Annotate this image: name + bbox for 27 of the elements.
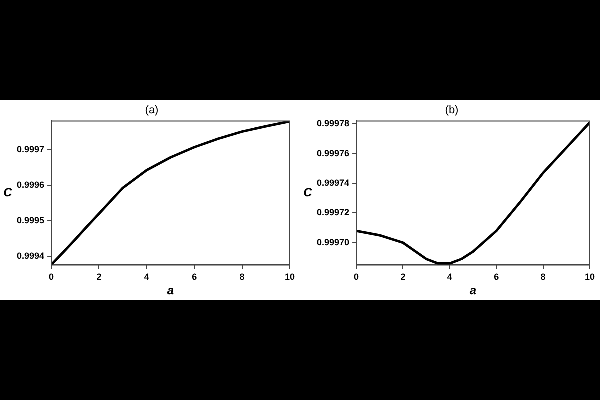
y-axis-title: C: [4, 186, 13, 200]
x-tick-label: 0: [49, 272, 54, 282]
x-tick-label: 8: [540, 272, 546, 282]
x-axis-title: a: [470, 284, 477, 298]
x-tick-label: 4: [144, 272, 150, 282]
y-tick-label: 0.99970: [316, 237, 350, 248]
x-tick-label: 2: [96, 272, 102, 282]
x-tick-label: 0: [354, 272, 360, 282]
y-tick-label: 0.9995: [16, 215, 45, 226]
y-tick-label: 0.9994: [16, 250, 45, 261]
y-axis-title: C: [304, 186, 313, 200]
chart-title: (a): [145, 104, 159, 117]
y-tick-label: 0.99978: [316, 118, 350, 129]
x-tick-label: 6: [494, 272, 500, 282]
chart-title: (b): [445, 104, 459, 117]
y-tick-label: 0.99976: [316, 148, 350, 158]
x-tick-label: 2: [400, 272, 406, 282]
x-tick-label: 10: [584, 272, 596, 282]
x-tick-label: 8: [240, 272, 245, 282]
x-axis-title: a: [167, 284, 174, 298]
x-tick-label: 4: [447, 272, 452, 282]
x-tick-label: 6: [192, 272, 198, 282]
y-tick-label: 0.9997: [16, 144, 45, 155]
x-tick-label: 10: [284, 272, 296, 282]
y-tick-label: 0.9996: [16, 180, 45, 190]
y-tick-label: 0.99974: [316, 178, 350, 188]
y-tick-label: 0.99972: [316, 208, 350, 218]
